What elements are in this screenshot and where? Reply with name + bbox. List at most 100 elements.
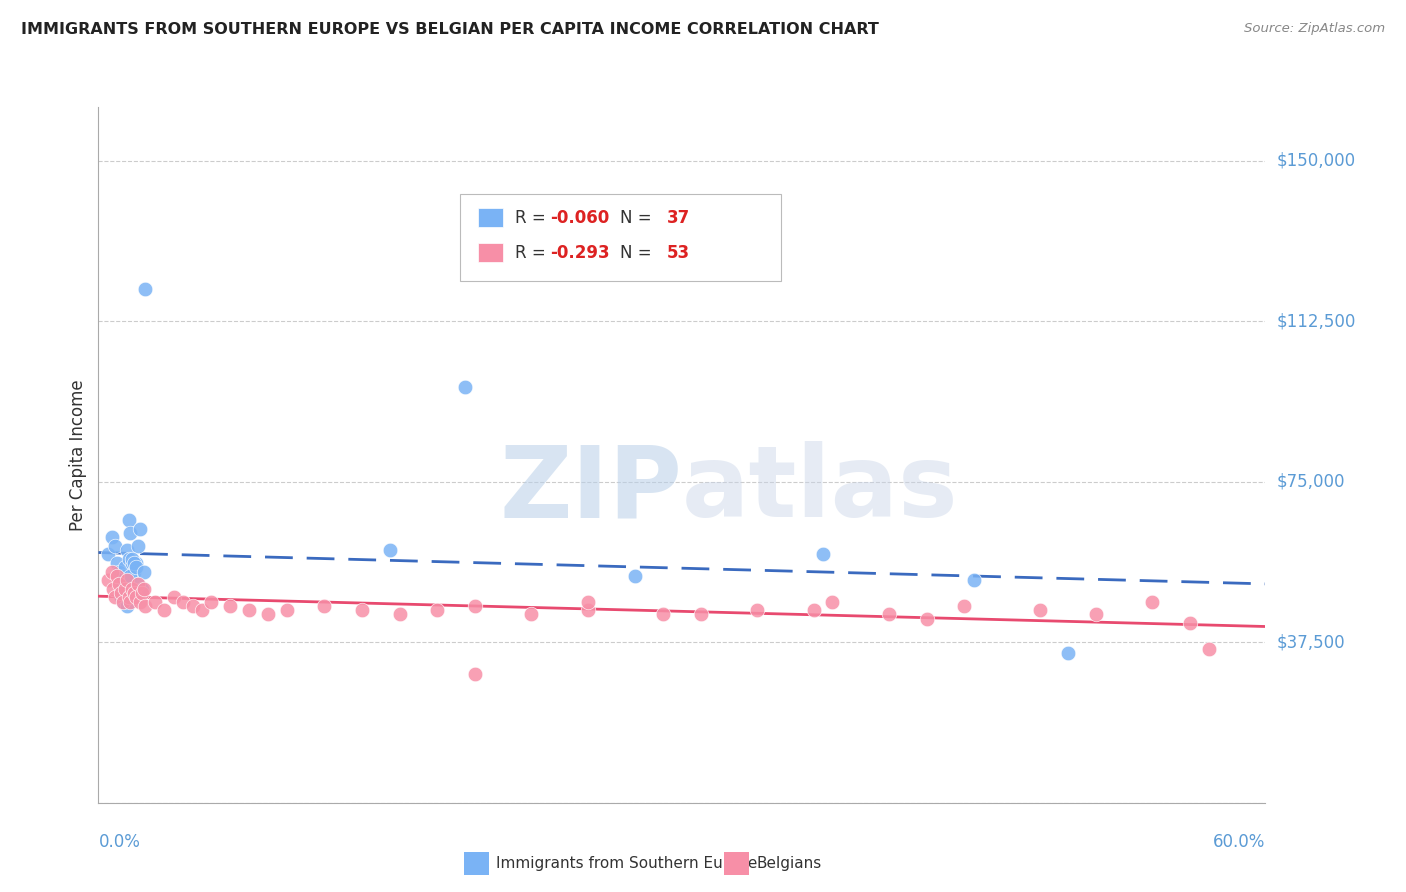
Point	[104, 539, 127, 553]
Point	[464, 599, 486, 613]
Text: N =: N =	[620, 210, 657, 227]
Point	[100, 565, 122, 579]
Point	[125, 556, 148, 570]
Point	[115, 543, 138, 558]
Point	[108, 565, 131, 579]
Point	[454, 380, 477, 394]
Point	[103, 582, 125, 596]
Point	[117, 591, 139, 605]
Point	[117, 513, 139, 527]
Point	[1028, 603, 1050, 617]
Point	[120, 569, 142, 583]
Point	[128, 522, 150, 536]
Text: $75,000: $75,000	[1277, 473, 1346, 491]
Text: -0.293: -0.293	[550, 244, 610, 262]
Point	[117, 573, 139, 587]
Point	[464, 667, 486, 681]
Text: $150,000: $150,000	[1277, 152, 1355, 169]
Point	[115, 573, 138, 587]
Point	[877, 607, 900, 622]
Text: N =: N =	[620, 244, 657, 262]
FancyBboxPatch shape	[478, 208, 503, 227]
Text: Immigrants from Southern Europe: Immigrants from Southern Europe	[496, 856, 758, 871]
Point	[256, 607, 278, 622]
Point	[624, 569, 647, 583]
Point	[350, 603, 373, 617]
Point	[276, 603, 298, 617]
Point	[132, 565, 155, 579]
FancyBboxPatch shape	[478, 243, 503, 262]
Point	[134, 599, 156, 613]
Point	[104, 591, 127, 605]
Point	[811, 548, 834, 562]
Point	[747, 603, 769, 617]
Point	[121, 582, 143, 596]
Point	[122, 565, 145, 579]
Point	[520, 607, 543, 622]
Point	[111, 594, 134, 608]
Text: 37: 37	[666, 210, 690, 227]
Point	[153, 603, 176, 617]
Point	[134, 282, 156, 296]
Point	[127, 577, 149, 591]
Point	[108, 577, 131, 591]
Point	[125, 560, 148, 574]
Text: R =: R =	[515, 210, 551, 227]
Point	[111, 569, 134, 583]
Point	[426, 603, 449, 617]
Point	[314, 599, 336, 613]
Point	[172, 594, 194, 608]
Point	[191, 603, 214, 617]
Point	[953, 599, 976, 613]
Text: IMMIGRANTS FROM SOUTHERN EUROPE VS BELGIAN PER CAPITA INCOME CORRELATION CHART: IMMIGRANTS FROM SOUTHERN EUROPE VS BELGI…	[21, 22, 879, 37]
Point	[1198, 641, 1220, 656]
Point	[105, 569, 128, 583]
Point	[105, 556, 128, 570]
FancyBboxPatch shape	[460, 194, 782, 281]
Point	[576, 594, 599, 608]
Point	[1085, 607, 1108, 622]
Point	[181, 599, 204, 613]
Y-axis label: Per Capita Income: Per Capita Income	[69, 379, 87, 531]
Point	[238, 603, 260, 617]
Point	[127, 539, 149, 553]
Point	[821, 594, 844, 608]
Point	[110, 586, 132, 600]
Point	[97, 573, 120, 587]
Point	[962, 573, 984, 587]
Text: $112,500: $112,500	[1277, 312, 1355, 330]
Point	[127, 577, 149, 591]
Point	[114, 560, 136, 574]
Point	[122, 556, 145, 570]
Point	[1142, 594, 1164, 608]
Point	[131, 586, 153, 600]
Point	[1178, 615, 1201, 630]
Point	[125, 591, 148, 605]
Point	[689, 607, 711, 622]
Point	[1056, 646, 1078, 660]
Point	[100, 530, 122, 544]
Point	[143, 594, 166, 608]
Text: Source: ZipAtlas.com: Source: ZipAtlas.com	[1244, 22, 1385, 36]
Point	[915, 612, 938, 626]
Point	[121, 556, 143, 570]
Point	[120, 594, 142, 608]
Point	[576, 603, 599, 617]
Point	[110, 582, 132, 596]
Text: Belgians: Belgians	[756, 856, 821, 871]
Text: atlas: atlas	[682, 442, 959, 538]
Point	[120, 526, 142, 541]
Point	[114, 582, 136, 596]
Point	[110, 591, 132, 605]
Point	[121, 551, 143, 566]
Point	[132, 582, 155, 596]
Point	[200, 594, 222, 608]
Point	[117, 551, 139, 566]
Point	[378, 543, 402, 558]
Text: 60.0%: 60.0%	[1213, 833, 1265, 851]
Text: 53: 53	[666, 244, 690, 262]
Point	[131, 582, 153, 596]
Point	[803, 603, 825, 617]
Point	[163, 591, 186, 605]
Point	[128, 594, 150, 608]
